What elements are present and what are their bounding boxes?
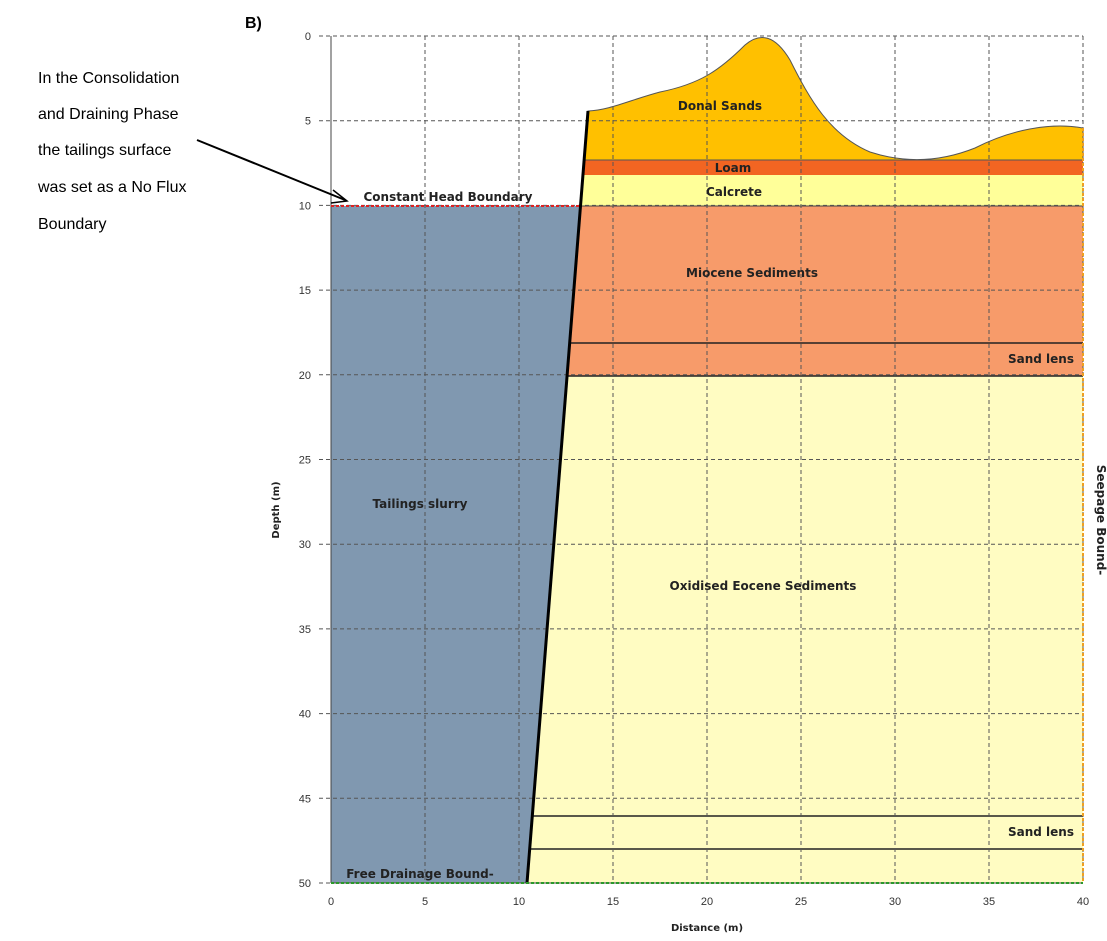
layer-label: Sand lens <box>1008 825 1074 839</box>
x-tick-label: 30 <box>889 896 901 908</box>
annotation: In the Consolidation <box>38 70 179 87</box>
x-tick-label: 10 <box>513 896 525 908</box>
y-tick-label: 45 <box>299 793 311 805</box>
annotation: Boundary <box>38 216 107 233</box>
layer-label: Tailings slurry <box>373 497 468 511</box>
loam-region <box>583 160 1083 175</box>
y-tick-label: 15 <box>299 285 311 297</box>
y-tick-label: 20 <box>299 370 311 382</box>
x-tick-label: 25 <box>795 896 807 908</box>
calcrete-region <box>580 175 1083 206</box>
x-tick-label: 20 <box>701 896 713 908</box>
annotation: the tailings surface <box>38 142 172 159</box>
x-axis-title: Distance (m) <box>671 923 743 934</box>
arrow <box>197 140 345 200</box>
layer-label: Loam <box>715 161 752 175</box>
layer-label: Miocene Sediments <box>686 266 818 280</box>
y-axis-title: Depth (m) <box>271 481 282 538</box>
layer-label: Oxidised Eocene Sediments <box>670 579 857 593</box>
y-tick-label: 5 <box>305 116 311 128</box>
panel-label: B) <box>245 15 262 32</box>
cross-section: B) In the Consolidation and Draining Pha… <box>0 0 1107 941</box>
boundary-label: Free Drainage Bound- <box>346 867 494 881</box>
x-tick-label: 5 <box>422 896 428 908</box>
donal-sands-region <box>584 37 1083 160</box>
layer-label: Donal Sands <box>678 99 762 113</box>
layer-label: Sand lens <box>1008 352 1074 366</box>
x-tick-label: 0 <box>328 896 334 908</box>
y-tick-label: 10 <box>299 200 311 212</box>
y-tick-label: 50 <box>299 878 311 890</box>
boundary-label: Seepage Bound- <box>1094 465 1107 576</box>
annotation: and Draining Phase <box>38 106 179 123</box>
miocene-region <box>567 206 1083 376</box>
y-tick-label: 0 <box>305 31 311 43</box>
eocene-region <box>527 376 1083 883</box>
y-tick-label: 40 <box>299 709 311 721</box>
x-tick-label: 35 <box>983 896 995 908</box>
annotation: was set as a No Flux <box>37 179 187 196</box>
y-tick-label: 35 <box>299 624 311 636</box>
boundary-label: Constant Head Boundary <box>364 190 533 204</box>
layer-label: Calcrete <box>706 185 762 199</box>
y-tick-label: 25 <box>299 455 311 467</box>
y-tick-label: 30 <box>299 539 311 551</box>
x-tick-label: 40 <box>1077 896 1089 908</box>
x-tick-label: 15 <box>607 896 619 908</box>
